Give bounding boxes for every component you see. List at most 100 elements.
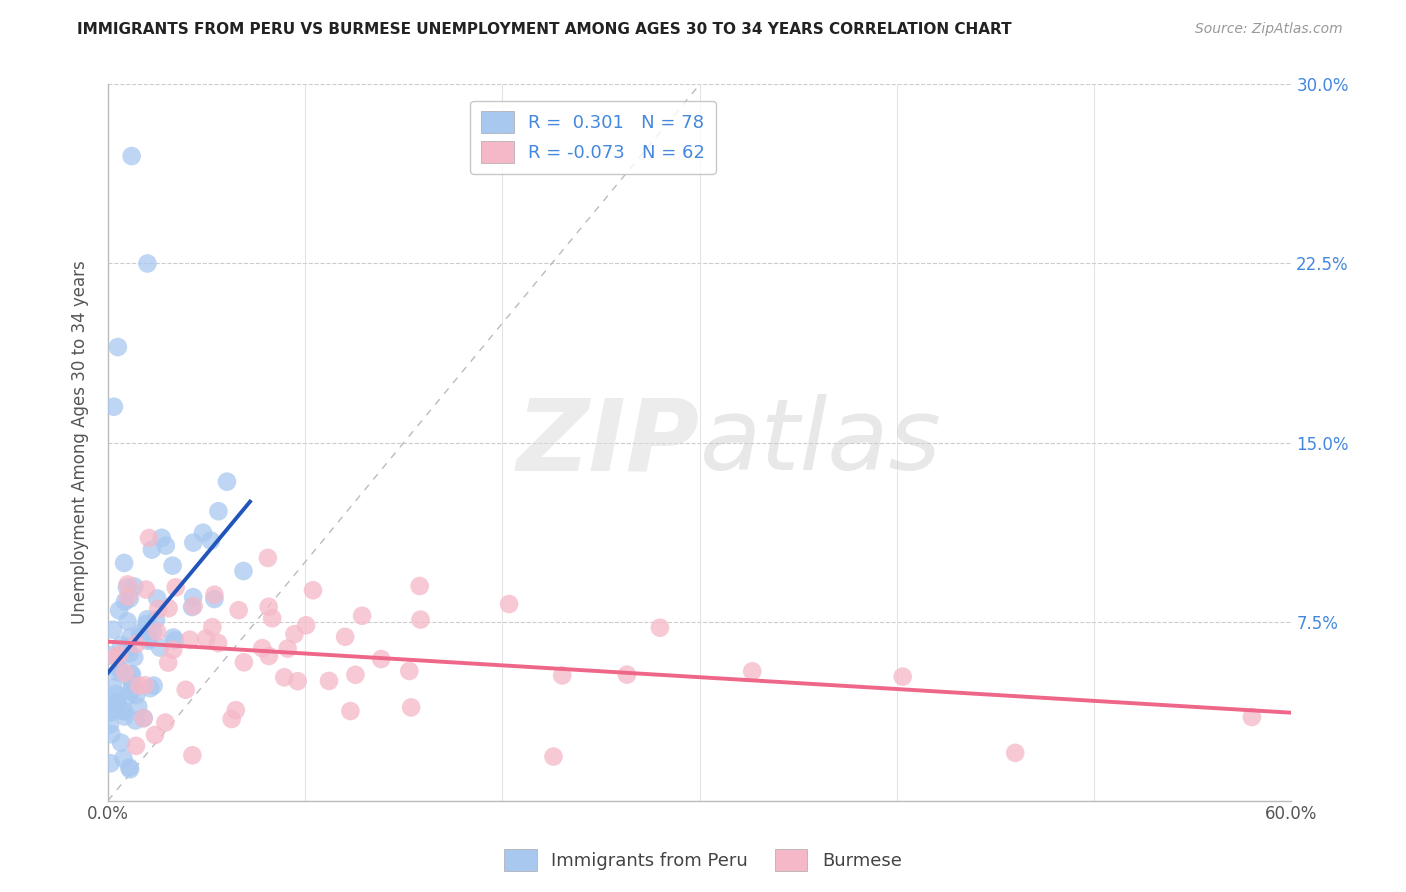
Point [150,531,173,545]
Point [352,608,374,623]
Point [616,667,638,681]
Point [181,748,204,763]
Point [174,682,197,697]
Point [104,703,127,717]
Point [200,533,222,548]
Point [252,641,274,656]
Point [143,728,166,742]
Point [295,618,318,632]
Point [101,623,124,637]
Point [543,749,565,764]
Point [120,762,142,776]
Point [191,525,214,540]
Point [115,581,138,595]
Point [100,706,122,720]
Point [135,617,157,632]
Point [228,603,250,617]
Point [114,666,136,681]
Point [117,577,139,591]
Point [201,620,224,634]
Point [118,591,141,606]
Point [124,714,146,728]
Point [98,699,121,714]
Point [148,602,170,616]
Legend: Immigrants from Peru, Burmese: Immigrants from Peru, Burmese [496,842,910,879]
Point [409,579,432,593]
Point [108,648,131,662]
Point [110,638,132,652]
Point [107,340,129,354]
Point [138,531,160,545]
Point [125,637,148,651]
Point [179,632,201,647]
Point [162,642,184,657]
Point [302,583,325,598]
Point [138,633,160,648]
Point [107,665,129,680]
Point [100,756,122,771]
Point [256,550,278,565]
Point [741,665,763,679]
Point [124,580,146,594]
Point [120,684,142,698]
Point [128,626,150,640]
Point [121,149,143,163]
Point [204,592,226,607]
Point [498,597,520,611]
Point [648,621,671,635]
Point [181,591,204,605]
Point [121,677,143,691]
Point [110,704,132,718]
Point [121,667,143,681]
Point [134,678,156,692]
Point [183,599,205,613]
Point [163,633,186,648]
Point [221,712,243,726]
Text: Source: ZipAtlas.com: Source: ZipAtlas.com [1195,22,1343,37]
Point [145,613,167,627]
Point [132,711,155,725]
Point [120,630,142,644]
Point [333,630,356,644]
Point [204,588,226,602]
Point [122,650,145,665]
Point [283,627,305,641]
Legend: R =  0.301   N = 78, R = -0.073   N = 62: R = 0.301 N = 78, R = -0.073 N = 62 [471,101,716,174]
Point [287,674,309,689]
Y-axis label: Unemployment Among Ages 30 to 34 years: Unemployment Among Ages 30 to 34 years [72,260,89,624]
Point [114,594,136,608]
Point [207,636,229,650]
Point [181,600,204,615]
Point [108,603,131,617]
Point [1004,746,1026,760]
Point [318,673,340,688]
Point [142,679,165,693]
Point [232,655,254,669]
Point [891,670,914,684]
Point [162,558,184,573]
Point [225,703,247,717]
Text: ZIP: ZIP [516,394,700,491]
Point [103,400,125,414]
Point [162,631,184,645]
Point [112,704,135,718]
Point [399,700,422,714]
Point [115,669,138,683]
Point [135,582,157,597]
Point [138,632,160,646]
Point [398,664,420,678]
Point [110,736,132,750]
Text: IMMIGRANTS FROM PERU VS BURMESE UNEMPLOYMENT AMONG AGES 30 TO 34 YEARS CORRELATI: IMMIGRANTS FROM PERU VS BURMESE UNEMPLOY… [77,22,1012,37]
Point [142,624,165,639]
Point [195,632,218,646]
Point [136,256,159,270]
Point [207,504,229,518]
Point [136,612,159,626]
Point [215,475,238,489]
Point [232,564,254,578]
Point [146,624,169,639]
Point [409,613,432,627]
Point [273,670,295,684]
Point [277,641,299,656]
Point [112,751,135,765]
